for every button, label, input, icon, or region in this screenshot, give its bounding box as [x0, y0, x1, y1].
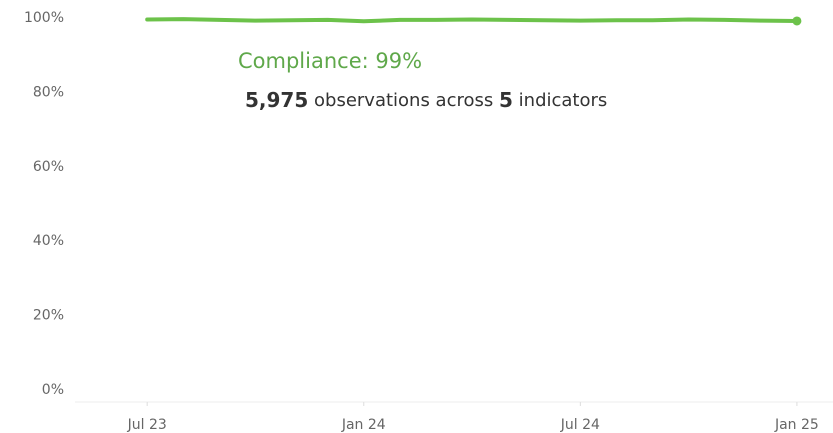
y-tick-label: 100% [24, 10, 64, 26]
line [145, 17, 799, 24]
x-tick-label: Jul 24 [560, 417, 600, 433]
text: indicators [519, 90, 608, 111]
y-tick-label: 40% [33, 233, 64, 249]
x-tick-label: Jul 23 [127, 417, 167, 433]
x-tick-label: Jan 24 [341, 417, 386, 433]
y-tick-label: 60% [33, 159, 64, 175]
annotation-title: Compliance: 99% [238, 49, 422, 73]
text: observations across [314, 90, 493, 111]
x-tick-label: Jan 25 [774, 417, 819, 433]
y-tick-label: 80% [33, 84, 64, 100]
y-tick-label: 20% [33, 308, 64, 324]
indicator-count: 5 [499, 88, 513, 112]
count: 5,975 [245, 88, 308, 112]
y-tick-label: 0% [42, 382, 64, 398]
annotation-subtitle: 5,975 observations across 5 indicators [245, 88, 607, 112]
end-point [792, 16, 802, 26]
